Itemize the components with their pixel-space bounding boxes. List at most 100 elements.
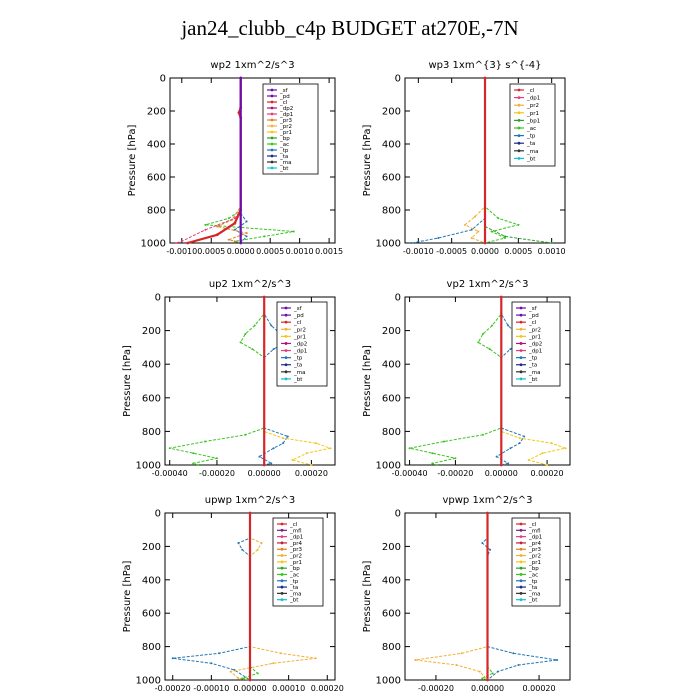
legend-label: _tp (528, 579, 538, 585)
legend-label: _pr1 (528, 560, 541, 566)
legend-label: _tp (526, 134, 536, 140)
x-tick-label: 0.0000 (471, 247, 499, 256)
legend-label: _ma (279, 160, 291, 166)
x-tick-label: 0.00000 (485, 469, 518, 478)
series-point-pr2 (464, 223, 466, 226)
series-point-pr2 (477, 230, 480, 233)
legend-label: _cl (289, 522, 298, 528)
legend-label: _pd (528, 313, 539, 319)
plot-frame (169, 77, 336, 244)
y-tick-label: 1000 (141, 239, 166, 250)
legend-marker-bt (284, 377, 288, 381)
series-line-cl (187, 78, 242, 245)
legend-label: _mfl (528, 528, 541, 534)
legend-label: _sf (528, 306, 538, 312)
legend-marker-dp1 (280, 535, 284, 539)
legend-marker-dp2 (519, 342, 523, 345)
legend-marker-pd (270, 94, 274, 98)
legend-marker-mfl (519, 528, 523, 532)
series-point-pr2 (256, 548, 259, 551)
legend-marker-ma (519, 370, 523, 374)
series-point-sf (239, 241, 243, 245)
y-tick-label: 600 (142, 609, 161, 620)
series-point-tp (489, 548, 492, 551)
legend-marker-sf (270, 88, 274, 92)
series-point-ac (481, 677, 484, 680)
x-tick-label: 0.0005 (256, 247, 284, 256)
legend-marker-bt (270, 166, 274, 170)
series-point-ac (292, 230, 295, 233)
legend-marker-dp1 (284, 349, 288, 352)
x-tick-label: 0.0005 (197, 247, 225, 256)
y-tick-label: 400 (382, 140, 401, 151)
legend-marker-bp (280, 566, 284, 570)
y-tick-label: 0 (395, 509, 401, 520)
series-point-ac (436, 464, 439, 466)
series-point-pr1 (291, 458, 294, 461)
y-tick-label: 0 (395, 293, 401, 304)
y-tick-label: 400 (147, 140, 166, 151)
x-tick-label: 0.00020 (523, 684, 556, 693)
legend-label: _pr1 (289, 560, 302, 566)
legend-marker-dp1 (517, 96, 521, 99)
x-tick-label: -0.0010 (166, 247, 197, 256)
legend-label: _pr1 (293, 334, 306, 340)
legend-box (509, 83, 556, 167)
legend-marker-ac (270, 142, 274, 146)
legend-label: _dp2 (279, 106, 293, 112)
legend-marker-bt (280, 598, 284, 602)
series-point-cl (248, 511, 252, 515)
series-point-tp (507, 324, 510, 327)
y-tick-label: 200 (147, 107, 166, 118)
legend-label: _ac (528, 572, 538, 578)
series-point-pr3 (227, 238, 230, 241)
series-point-ac (251, 348, 254, 351)
series-line-ac (169, 297, 265, 466)
series-point-ac (241, 677, 244, 680)
legend-marker-bt (519, 377, 523, 381)
legend-marker-tp (284, 356, 288, 360)
series-point-tp (245, 220, 248, 223)
legend-label: _ta (293, 363, 302, 369)
panel-title: wp3 1xm^{3} s^{-4} (428, 60, 541, 71)
series-point-ac (192, 462, 195, 465)
y-axis-label: Pressure [hPa] (362, 561, 373, 633)
series-point-tp (282, 442, 285, 445)
legend-label: _pr3 (528, 547, 542, 553)
series-point-tp (495, 455, 498, 458)
x-tick-label: -0.00020 (437, 469, 473, 478)
legend-box (262, 83, 319, 175)
series-point-tp (470, 228, 473, 231)
legend-marker-ta (519, 585, 523, 589)
series-point-ac (442, 440, 445, 443)
legend-marker-dp1 (270, 112, 274, 116)
y-axis-label: Pressure [hPa] (122, 561, 133, 633)
legend-label: _dp1 (528, 349, 542, 355)
series-point-ac (253, 324, 256, 327)
x-tick-label: -0.0010 (403, 247, 434, 256)
legend-label: _cl (528, 320, 537, 326)
legend-marker-pr4 (280, 541, 284, 545)
series-point-pr2 (229, 670, 232, 673)
legend-label: _ac (279, 142, 289, 148)
y-axis-label: Pressure [hPa] (127, 125, 138, 197)
y-axis-label: Pressure [hPa] (362, 345, 373, 417)
x-tick-label: 0.00000 (233, 684, 266, 693)
panel-title: up2 1xm^2/s^3 (209, 279, 291, 290)
legend-marker-dp2 (270, 106, 274, 110)
x-tick-label: -0.00020 (199, 469, 235, 478)
legend-marker-bp (519, 566, 523, 570)
panel-title: wp2 1xm^2/s^3 (210, 60, 294, 71)
legend-label: _sf (279, 88, 289, 94)
legend-marker-ma (280, 591, 284, 595)
series-point-ac (431, 462, 434, 465)
series-point-cl (486, 678, 489, 682)
series-point-ac (168, 447, 171, 450)
series-point-pr1 (546, 464, 549, 466)
legend-label: _bp (279, 136, 290, 142)
legend-marker-ta (280, 585, 284, 589)
legend-marker-bp (270, 136, 274, 140)
figure-title: jan24_clubb_c4p BUDGET at270E,-7N (181, 16, 519, 40)
plot-frame (404, 296, 571, 466)
series-point-tp (517, 663, 520, 666)
